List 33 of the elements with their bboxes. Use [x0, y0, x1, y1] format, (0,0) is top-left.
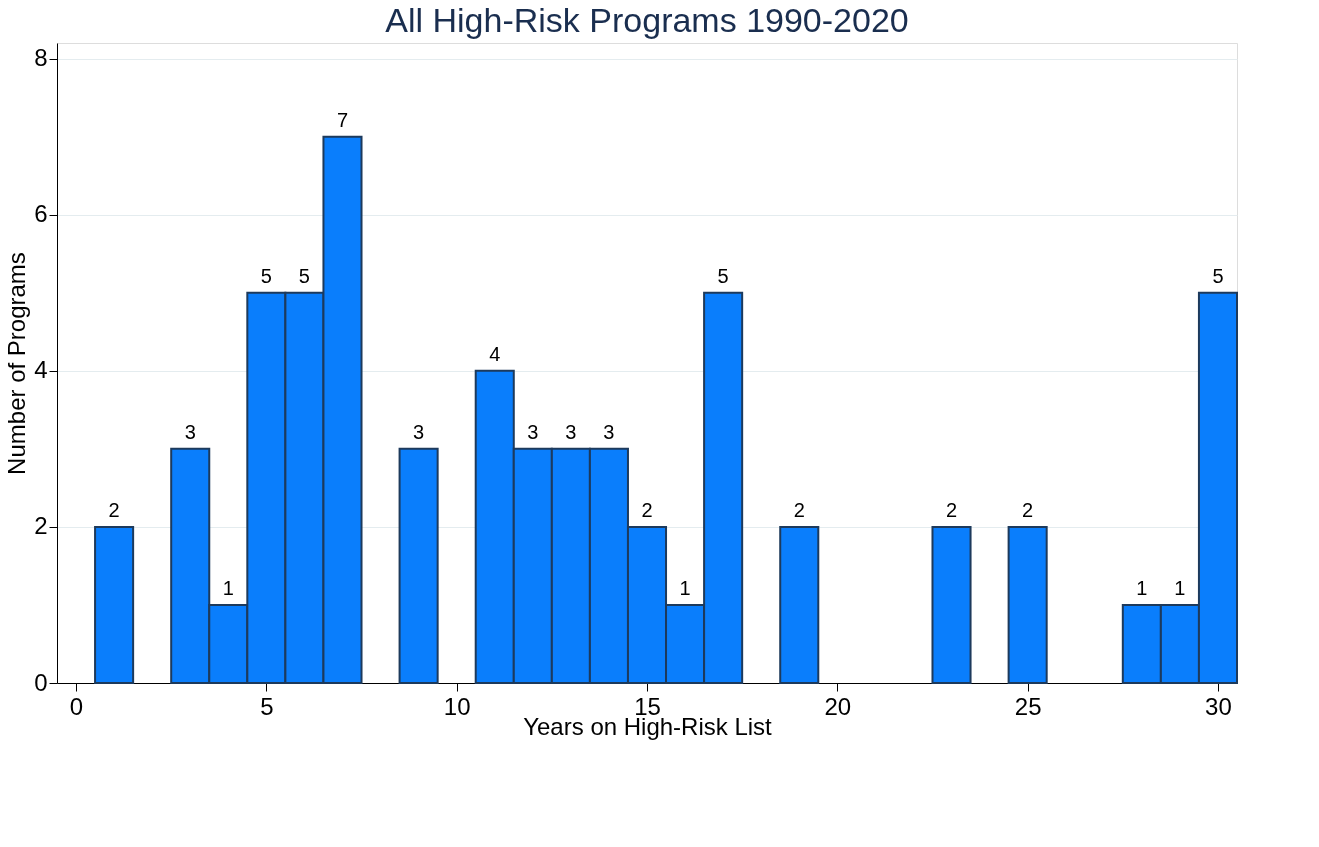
y-tick-label: 8 — [34, 44, 48, 72]
data-label: 3 — [184, 420, 196, 443]
data-label: 4 — [489, 342, 501, 365]
data-label: 1 — [222, 576, 234, 599]
x-tick-label: 25 — [1014, 692, 1042, 720]
x-tick-label: 30 — [1205, 692, 1232, 720]
y-tick-label: 4 — [34, 356, 48, 384]
data-label: 5 — [260, 264, 272, 287]
data-label: 3 — [527, 420, 539, 443]
x-tick-label: 10 — [443, 692, 471, 720]
data-label: 5 — [717, 264, 729, 287]
data-label: 1 — [1174, 576, 1186, 599]
data-label: 5 — [1212, 264, 1224, 287]
chart-title: All High-Risk Programs 1990-2020 — [385, 1, 909, 39]
data-label: 3 — [413, 420, 425, 443]
data-label: 2 — [641, 498, 653, 521]
x-tick-label: 20 — [824, 692, 852, 720]
y-tick-label: 2 — [34, 512, 48, 540]
x-tick-label: 0 — [69, 692, 84, 720]
data-label: 2 — [793, 498, 805, 521]
x-tick-label: 5 — [260, 692, 274, 720]
data-label: 3 — [565, 420, 577, 443]
data-label: 5 — [298, 264, 310, 287]
y-tick-label: 0 — [34, 668, 48, 696]
data-label: 1 — [1136, 576, 1148, 599]
data-label: 7 — [336, 108, 349, 131]
data-label: 2 — [1022, 498, 1034, 521]
y-tick-label: 6 — [34, 200, 48, 228]
data-label: 3 — [603, 420, 615, 443]
y-axis-title: Number of Programs — [3, 252, 31, 475]
data-label: 2 — [108, 498, 120, 521]
data-label: 2 — [945, 498, 958, 521]
data-label: 1 — [679, 576, 691, 599]
